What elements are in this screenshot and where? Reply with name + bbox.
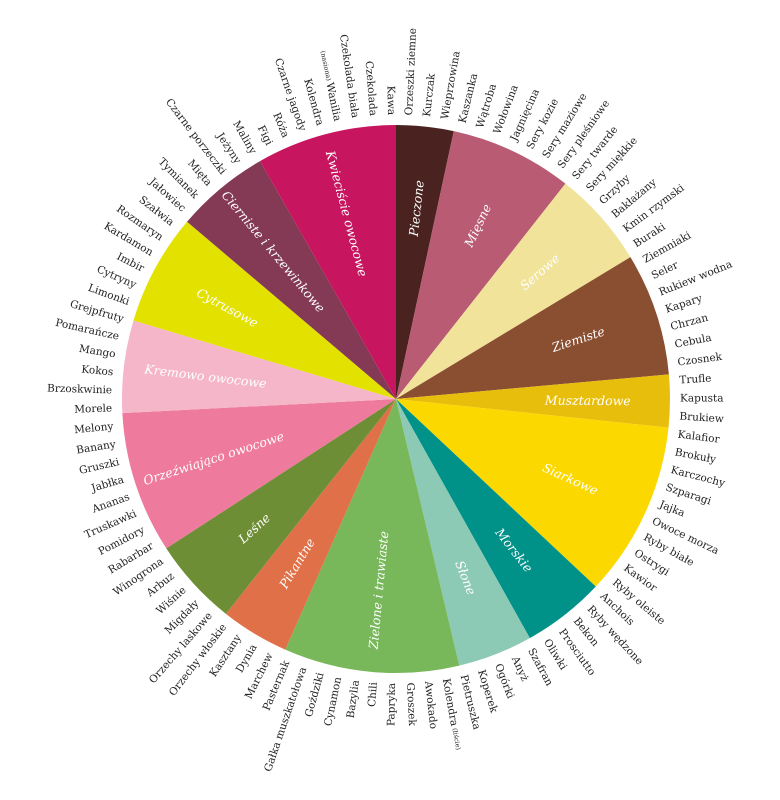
ingredient-label-52: Bazylia [345, 679, 362, 719]
ingredient-label-21: Chrzan [669, 312, 709, 333]
slice-3 [396, 257, 669, 399]
ingredient-label-43: Anyż [509, 654, 531, 684]
slice-13 [133, 221, 397, 399]
ingredient-label-0: Kawa [385, 86, 398, 116]
slice-10 [166, 399, 396, 614]
ingredient-label-98: Czekolada [363, 61, 379, 117]
slice-0 [396, 125, 454, 399]
ingredient-label-1: Orzeszki ziemne [403, 28, 419, 116]
ingredient-label-76: Kokos [81, 363, 114, 378]
slice-4 [396, 374, 670, 428]
ingredient-label-25: Kapusta [680, 392, 723, 404]
ingredient-label-92: Figi [255, 124, 275, 148]
ingredient-label-26: Brukiew [679, 411, 724, 426]
ingredient-label-48: Awokado [422, 680, 439, 730]
ingredient-label-77: Mango [78, 343, 116, 361]
ingredient-label-18: Seler [650, 259, 681, 282]
ingredient-label-93: Róża [270, 111, 291, 140]
slice-15 [260, 125, 396, 399]
ingredient-label-50: Papryka [385, 683, 398, 726]
slice-11 [122, 399, 397, 549]
slice-14 [187, 161, 396, 399]
ingredient-label-27: Kalafior [677, 429, 721, 446]
ingredient-label-28: Brokuły [674, 446, 717, 466]
ingredient-label-72: Banany [75, 438, 116, 456]
slice-1 [396, 131, 566, 399]
ingredient-label-20: Kapary [664, 292, 704, 315]
ingredient-label-22: Cebula [674, 332, 713, 351]
ingredient-label-53: Cynamon [322, 676, 344, 728]
ingredient-label-71: Gruszki [78, 456, 121, 477]
ingredient-label-73: Melony [74, 420, 114, 436]
slice-9 [225, 399, 396, 650]
ingredient-label-2: Kurczak [421, 72, 438, 117]
slice-7 [396, 399, 530, 666]
ingredient-label-24: Trufle [679, 372, 712, 386]
slice-6 [396, 399, 596, 639]
ingredient-label-55: Gałka muszkatołowa [262, 666, 309, 774]
ingredient-label-49: Groszek [404, 682, 418, 726]
ingredient-label-74: Morele [74, 402, 112, 415]
segment-label-0: Pieczone [406, 179, 427, 238]
slice-2 [396, 183, 631, 399]
slices-group [122, 125, 670, 673]
ingredient-label-75: Brzoskwinie [47, 382, 112, 396]
ingredient-label-54: Goździki [303, 671, 327, 719]
slice-5 [396, 399, 669, 587]
ingredient-label-23: Czosnek [677, 351, 723, 369]
ingredient-label-31: Jajka [657, 498, 687, 519]
slice-8 [285, 399, 460, 673]
ingredient-label-51: Chili [366, 681, 380, 707]
ingredient-label-70: Jabłka [89, 474, 125, 495]
segment-label-4: Musztardowe [544, 393, 631, 409]
slice-12 [122, 320, 396, 414]
